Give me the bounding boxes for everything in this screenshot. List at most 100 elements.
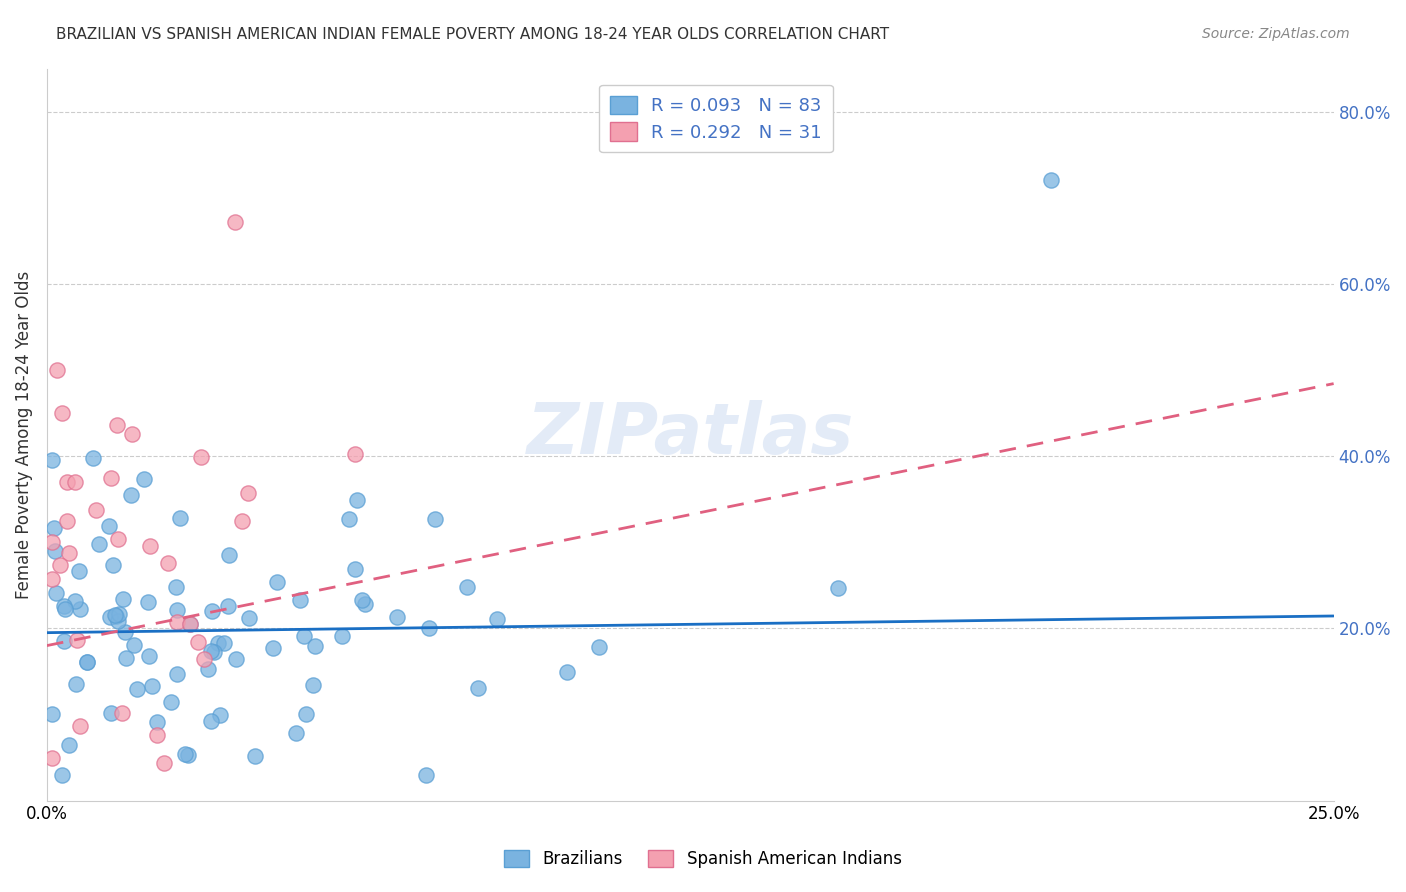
Point xyxy=(225,652,247,666)
Point xyxy=(385,610,408,624)
Point xyxy=(350,593,373,607)
Text: ZIPatlas: ZIPatlas xyxy=(527,401,853,469)
Point xyxy=(160,695,183,709)
Point xyxy=(295,706,318,721)
Point xyxy=(105,609,128,624)
Point xyxy=(346,492,368,507)
Point xyxy=(353,598,375,612)
Point xyxy=(104,607,127,622)
Point xyxy=(262,641,284,656)
Point xyxy=(58,738,80,752)
Point xyxy=(76,655,98,669)
Point xyxy=(121,427,143,442)
Point xyxy=(56,514,79,528)
Point xyxy=(266,575,288,590)
Point xyxy=(98,518,121,533)
Point xyxy=(193,651,215,665)
Point xyxy=(146,728,169,742)
Point xyxy=(41,751,63,765)
Point xyxy=(173,747,195,761)
Point xyxy=(238,611,260,625)
Point xyxy=(456,581,478,595)
Text: BRAZILIAN VS SPANISH AMERICAN INDIAN FEMALE POVERTY AMONG 18-24 YEAR OLDS CORREL: BRAZILIAN VS SPANISH AMERICAN INDIAN FEM… xyxy=(56,27,890,42)
Point xyxy=(115,650,138,665)
Point xyxy=(337,512,360,526)
Point xyxy=(207,636,229,650)
Point xyxy=(415,768,437,782)
Point xyxy=(111,706,134,720)
Point xyxy=(224,215,246,229)
Point xyxy=(87,537,110,551)
Point xyxy=(177,747,200,762)
Point xyxy=(65,677,87,691)
Point xyxy=(82,450,104,465)
Legend: R = 0.093   N = 83, R = 0.292   N = 31: R = 0.093 N = 83, R = 0.292 N = 31 xyxy=(599,85,832,153)
Point xyxy=(41,706,63,721)
Point xyxy=(555,665,578,679)
Point xyxy=(187,635,209,649)
Point xyxy=(330,629,353,643)
Point xyxy=(165,580,187,594)
Point xyxy=(41,572,63,586)
Point xyxy=(45,585,67,599)
Point xyxy=(157,557,180,571)
Point xyxy=(107,615,129,629)
Point xyxy=(56,475,79,489)
Point xyxy=(153,756,176,770)
Point xyxy=(120,487,142,501)
Point xyxy=(218,548,240,562)
Point xyxy=(138,648,160,663)
Point xyxy=(201,604,224,618)
Point xyxy=(112,592,135,607)
Point xyxy=(190,450,212,464)
Point xyxy=(101,558,124,573)
Point xyxy=(485,612,508,626)
Point xyxy=(58,545,80,559)
Point xyxy=(52,633,75,648)
Point xyxy=(827,581,849,595)
Point xyxy=(108,607,131,621)
Point xyxy=(52,599,75,613)
Point xyxy=(418,621,440,635)
Point xyxy=(166,602,188,616)
Text: Source: ZipAtlas.com: Source: ZipAtlas.com xyxy=(1202,27,1350,41)
Point xyxy=(344,562,367,576)
Point xyxy=(53,601,76,615)
Point xyxy=(100,471,122,485)
Point xyxy=(51,406,73,420)
Point xyxy=(169,510,191,524)
Point xyxy=(48,558,70,573)
Point xyxy=(67,564,90,578)
Point xyxy=(105,418,128,433)
Point xyxy=(122,639,145,653)
Point xyxy=(84,502,107,516)
Point xyxy=(467,681,489,695)
Point xyxy=(134,472,156,486)
Point xyxy=(179,616,201,631)
Point xyxy=(304,640,326,654)
Y-axis label: Female Poverty Among 18-24 Year Olds: Female Poverty Among 18-24 Year Olds xyxy=(15,270,32,599)
Point xyxy=(145,714,167,729)
Point xyxy=(166,666,188,681)
Point xyxy=(179,616,201,631)
Point xyxy=(100,706,122,720)
Point xyxy=(107,532,129,546)
Point xyxy=(245,749,267,764)
Point xyxy=(288,593,311,607)
Point xyxy=(200,644,222,658)
Point xyxy=(209,708,232,723)
Point xyxy=(236,486,259,500)
Point xyxy=(200,714,222,728)
Point xyxy=(212,636,235,650)
Legend: Brazilians, Spanish American Indians: Brazilians, Spanish American Indians xyxy=(498,843,908,875)
Point xyxy=(44,544,66,558)
Point xyxy=(136,595,159,609)
Point xyxy=(217,599,239,613)
Point xyxy=(343,447,366,461)
Point xyxy=(42,521,65,535)
Point xyxy=(423,512,446,526)
Point xyxy=(166,615,188,629)
Point xyxy=(69,719,91,733)
Point xyxy=(588,640,610,655)
Point xyxy=(284,725,307,739)
